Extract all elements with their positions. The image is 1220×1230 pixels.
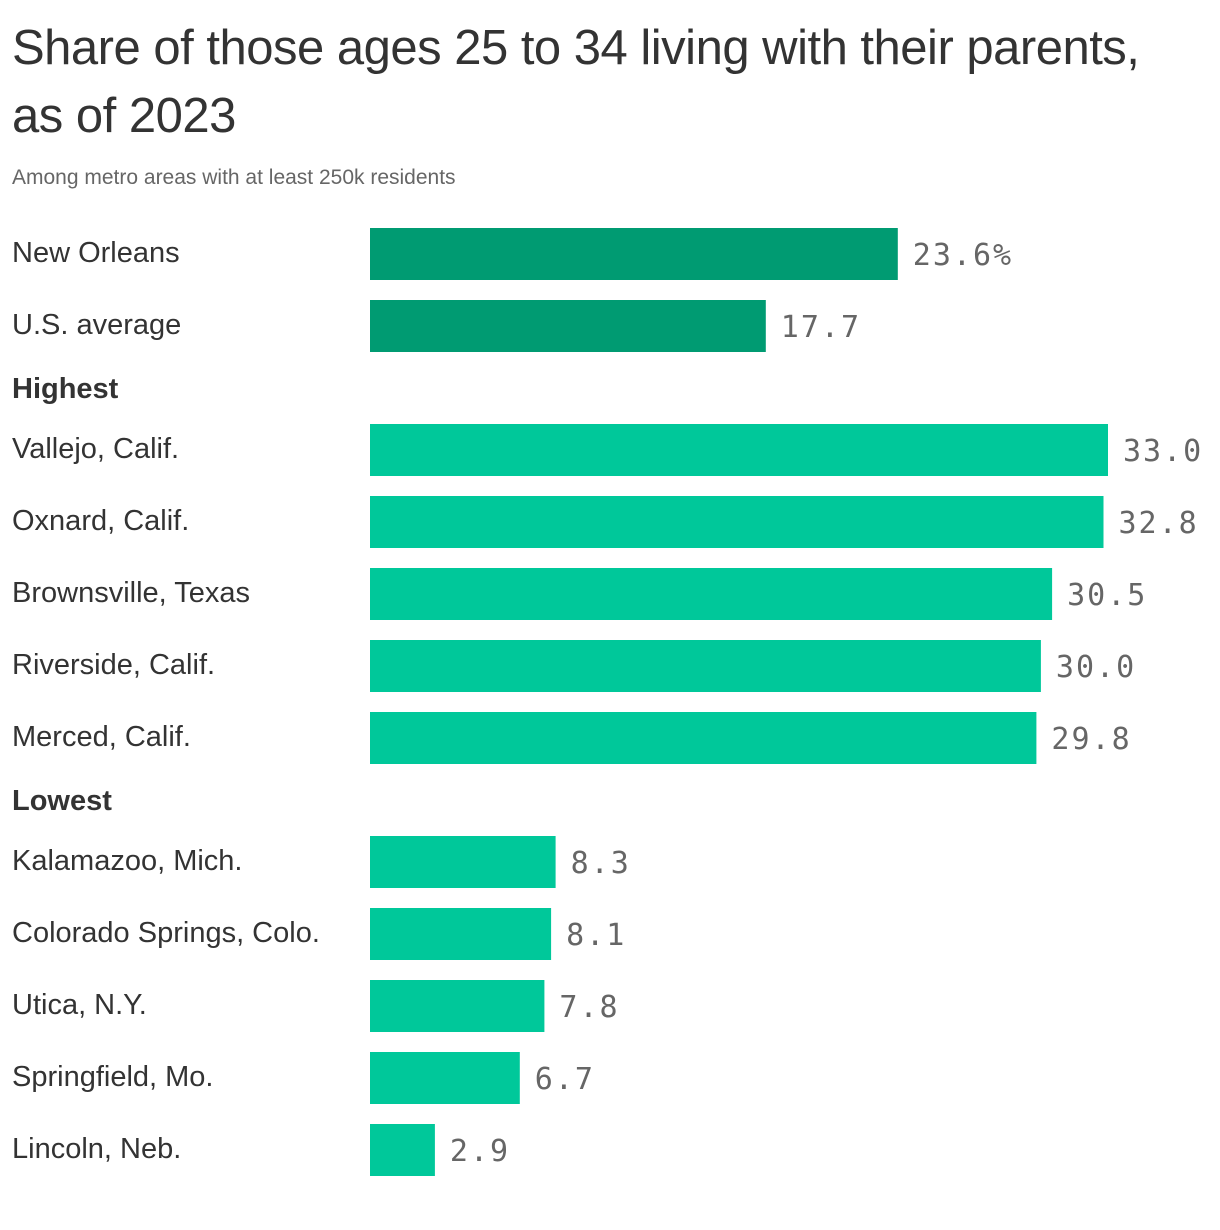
value-label-new-orleans: 23.6% <box>913 238 1013 273</box>
bar-oxnard-calif <box>370 496 1104 548</box>
value-label-u-s-average: 17.7 <box>781 310 861 345</box>
row-label-new-orleans: New Orleans <box>12 237 180 269</box>
bar-riverside-calif <box>370 640 1041 692</box>
row-label-merced-calif: Merced, Calif. <box>12 721 191 753</box>
value-label-springfield-mo: 6.7 <box>535 1062 595 1097</box>
row-label-lincoln-neb: Lincoln, Neb. <box>12 1133 181 1165</box>
value-label-utica-n-y: 7.8 <box>559 990 619 1025</box>
chart-title: Share of those ages 25 to 34 living with… <box>12 21 1140 143</box>
bar-colorado-springs-colo <box>370 908 552 960</box>
bar-utica-n-y <box>370 980 545 1032</box>
bar-u-s-average <box>370 300 766 352</box>
group-label-highest: Highest <box>12 373 119 405</box>
value-label-colorado-springs-colo: 8.1 <box>566 918 626 953</box>
value-label-vallejo-calif: 33.0 <box>1123 434 1203 469</box>
bar-vallejo-calif <box>370 424 1108 476</box>
chart-subtitle: Among metro areas with at least 250k res… <box>12 166 456 189</box>
bar-kalamazoo-mich <box>370 836 556 888</box>
value-label-oxnard-calif: 32.8 <box>1119 506 1199 541</box>
value-label-brownsville-texas: 30.5 <box>1067 578 1147 613</box>
row-label-utica-n-y: Utica, N.Y. <box>12 989 147 1021</box>
bar-brownsville-texas <box>370 568 1053 620</box>
bar-new-orleans <box>370 228 898 280</box>
group-label-lowest: Lowest <box>12 785 112 817</box>
bar-merced-calif <box>370 712 1037 764</box>
row-label-colorado-springs-colo: Colorado Springs, Colo. <box>12 917 320 949</box>
value-label-riverside-calif: 30.0 <box>1056 650 1136 685</box>
row-label-vallejo-calif: Vallejo, Calif. <box>12 433 179 465</box>
value-label-kalamazoo-mich: 8.3 <box>571 846 631 881</box>
row-label-u-s-average: U.S. average <box>12 309 181 341</box>
bar-springfield-mo <box>370 1052 520 1104</box>
value-label-merced-calif: 29.8 <box>1051 722 1131 757</box>
bar-lincoln-neb <box>370 1124 435 1176</box>
row-label-kalamazoo-mich: Kalamazoo, Mich. <box>12 845 243 877</box>
row-label-springfield-mo: Springfield, Mo. <box>12 1061 214 1093</box>
row-label-riverside-calif: Riverside, Calif. <box>12 649 215 681</box>
value-label-lincoln-neb: 2.9 <box>450 1134 510 1169</box>
row-label-oxnard-calif: Oxnard, Calif. <box>12 505 189 537</box>
row-label-brownsville-texas: Brownsville, Texas <box>12 577 250 609</box>
